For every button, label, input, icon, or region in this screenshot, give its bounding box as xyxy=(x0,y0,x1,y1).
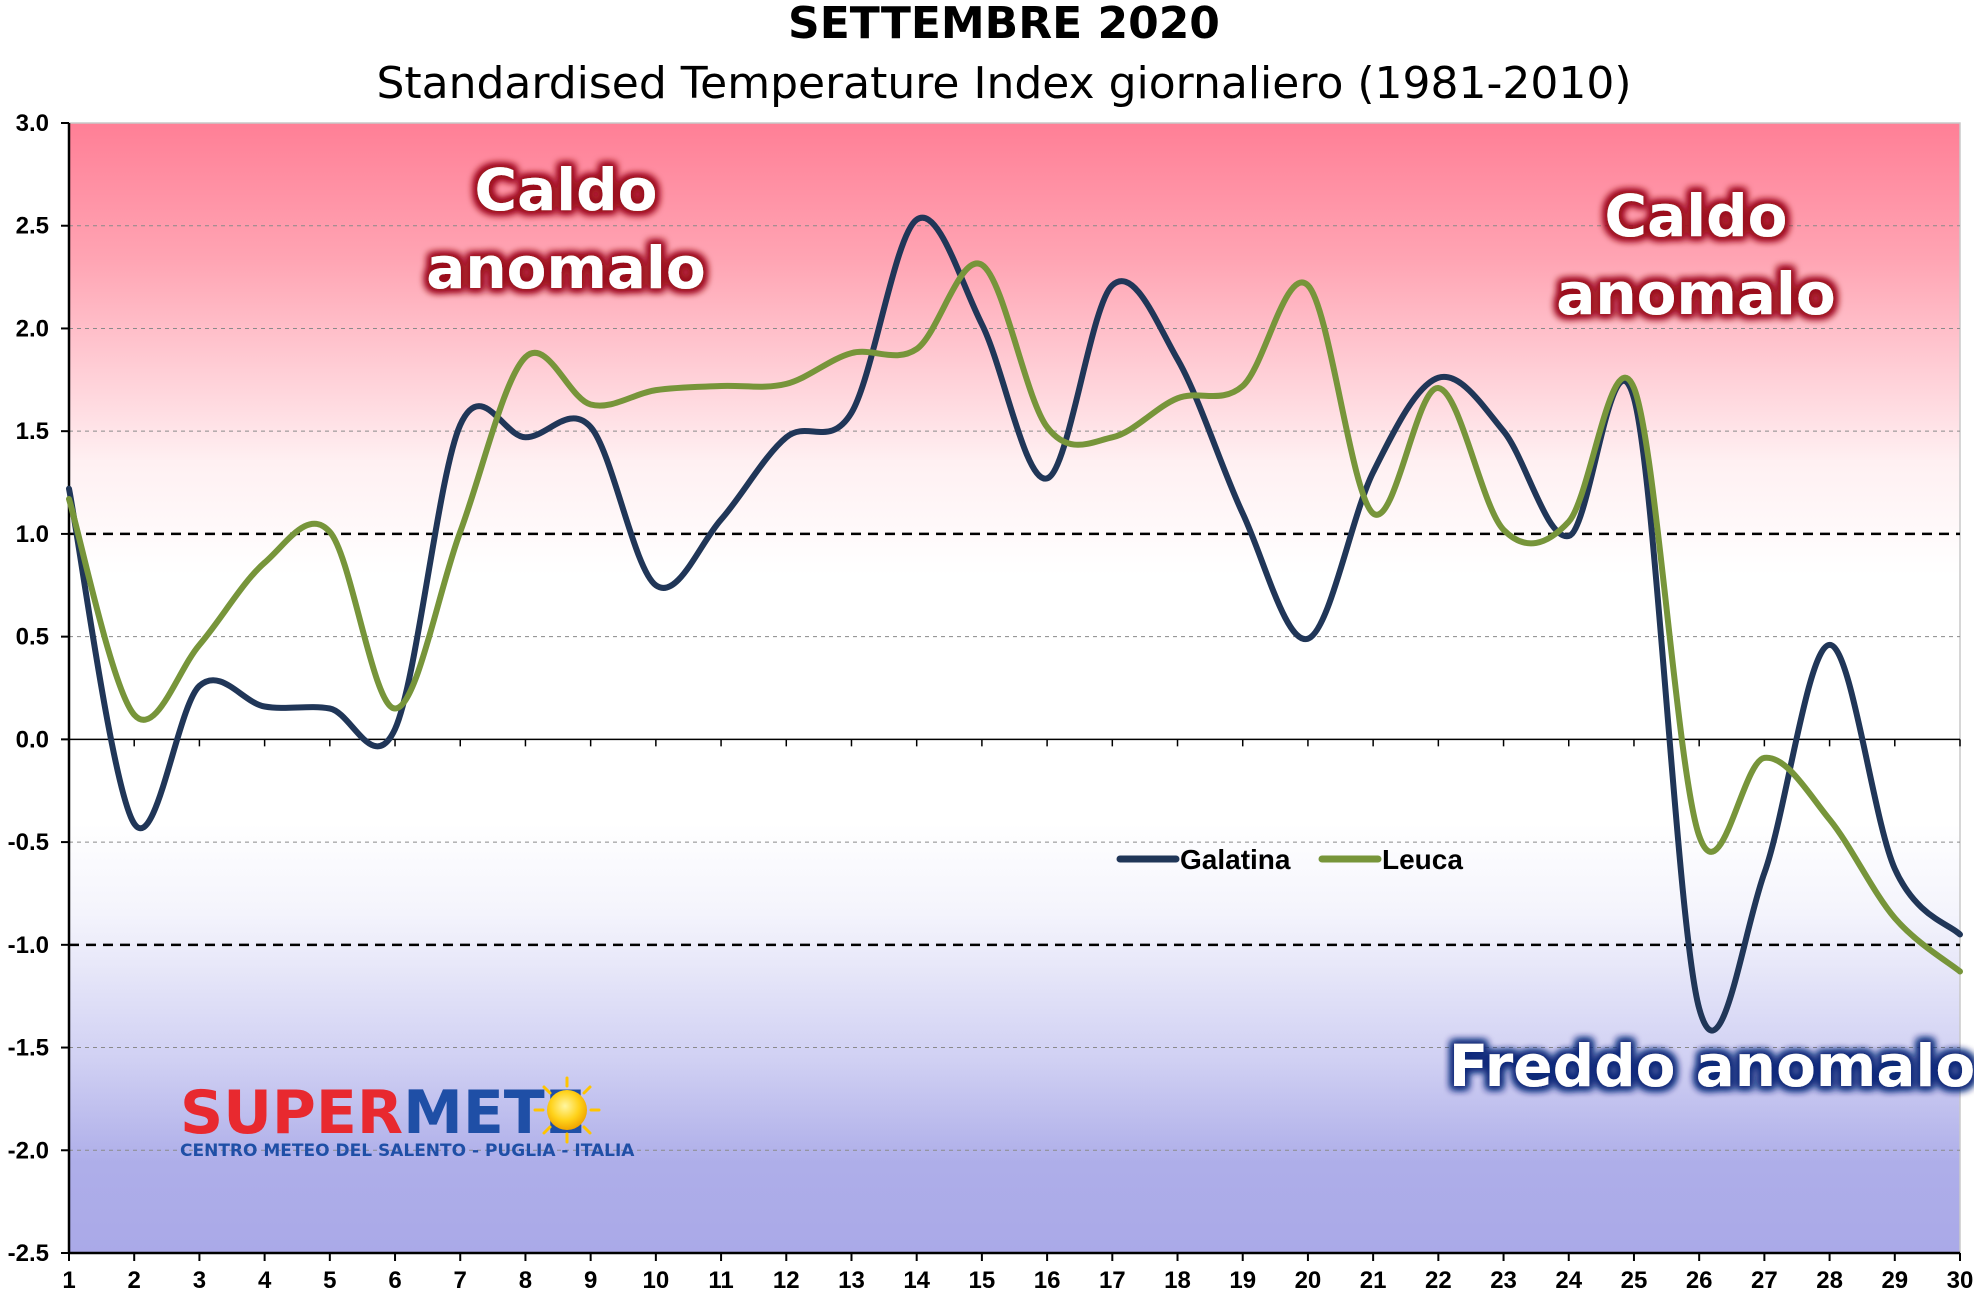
x-tick-label: 8 xyxy=(519,1267,532,1294)
chart-title: SETTEMBRE 2020 xyxy=(788,0,1220,49)
cold-anomaly-label: Freddo anomalo xyxy=(1449,1032,1974,1100)
x-tick-label: 9 xyxy=(584,1267,597,1294)
y-tick-label: 0.5 xyxy=(16,624,49,651)
y-tick-label: 1.0 xyxy=(16,521,49,548)
x-tick-label: 27 xyxy=(1751,1267,1778,1294)
y-tick-label: -1.0 xyxy=(8,932,49,959)
warm-label-left-line2: anomalo xyxy=(426,234,706,302)
x-tick-label: 11 xyxy=(708,1267,733,1294)
x-tick-label: 19 xyxy=(1229,1267,1256,1294)
logo-wordmark: SUPERMETE xyxy=(180,1078,586,1148)
legend-label-galatina: Galatina xyxy=(1180,844,1291,875)
x-tick-label: 3 xyxy=(193,1267,206,1294)
x-tick-label: 13 xyxy=(838,1267,865,1294)
x-tick-label: 25 xyxy=(1621,1267,1648,1294)
logo-part-super: SUPER xyxy=(180,1078,403,1148)
y-tick-label: 3.0 xyxy=(16,110,49,137)
x-tick-label: 1 xyxy=(62,1267,75,1294)
x-tick-label: 6 xyxy=(388,1267,401,1294)
warm-label-right-line2: anomalo xyxy=(1556,260,1836,328)
x-tick-label: 24 xyxy=(1555,1267,1582,1294)
y-tick-label: -1.5 xyxy=(8,1035,49,1062)
cold-label: Freddo anomalo xyxy=(1449,1032,1974,1100)
x-tick-label: 26 xyxy=(1686,1267,1713,1294)
x-tick-labels: 1 2 3 4 5 6 7 8 9 10 11 12 13 14 15 16 17 18 19 20 21 22 23 24 2… xyxy=(62,1267,1973,1294)
x-tick-label: 22 xyxy=(1425,1267,1452,1294)
series-lines xyxy=(66,214,1963,1034)
series-line-leuca xyxy=(66,260,1963,975)
y-tick-label: -2.0 xyxy=(8,1137,49,1164)
x-tick-label: 29 xyxy=(1881,1267,1908,1294)
legend: Galatina Leuca xyxy=(1116,844,1463,875)
y-tick-label: 2.0 xyxy=(16,315,49,342)
x-tick-label: 2 xyxy=(128,1267,141,1294)
x-tick-label: 10 xyxy=(643,1267,670,1294)
axes xyxy=(61,122,1961,1261)
y-tick-label: 1.5 xyxy=(16,418,49,445)
supermeteo-logo: SUPERMETE CENTRO METEO DEL SALENTO - PUG… xyxy=(180,1076,635,1161)
legend-label-leuca: Leuca xyxy=(1382,844,1463,875)
warm-anomaly-label-left: Caldo anomalo xyxy=(426,156,706,302)
y-tick-label: 0.0 xyxy=(16,726,49,753)
y-tick-label: -2.5 xyxy=(8,1240,49,1267)
chart-subtitle: Standardised Temperature Index giornalie… xyxy=(376,58,1631,109)
y-tick-label: 2.5 xyxy=(16,213,49,240)
x-tick-label: 17 xyxy=(1099,1267,1126,1294)
warm-label-left-line1: Caldo xyxy=(475,156,658,224)
x-tick-label: 15 xyxy=(969,1267,996,1294)
y-tick-labels: 3.0 2.5 2.0 1.5 1.0 0.5 0.0 -0.5 -1.0 -1.5 -2.0 -2.… xyxy=(8,110,49,1267)
x-tick-label: 30 xyxy=(1947,1267,1974,1294)
x-tick-label: 14 xyxy=(903,1267,930,1294)
grid-lines xyxy=(69,225,1960,1151)
warm-anomaly-label-right: Caldo anomalo xyxy=(1556,182,1836,328)
warm-label-right-line1: Caldo xyxy=(1605,182,1788,250)
plot-background xyxy=(68,122,1961,1254)
x-tick-label: 5 xyxy=(323,1267,336,1294)
x-tick-label: 16 xyxy=(1034,1267,1061,1294)
x-tick-label: 18 xyxy=(1164,1267,1191,1294)
x-tick-label: 21 xyxy=(1360,1267,1387,1294)
x-tick-label: 23 xyxy=(1490,1267,1517,1294)
series-line-galatina xyxy=(66,214,1963,1034)
x-tick-label: 7 xyxy=(454,1267,467,1294)
sun-icon xyxy=(533,1076,601,1144)
x-tick-label: 4 xyxy=(258,1267,272,1294)
logo-subtitle: CENTRO METEO DEL SALENTO - PUGLIA - ITAL… xyxy=(180,1141,635,1161)
y-tick-label: -0.5 xyxy=(8,829,49,856)
x-tick-label: 12 xyxy=(773,1267,800,1294)
x-tick-label: 28 xyxy=(1816,1267,1843,1294)
x-tick-label: 20 xyxy=(1295,1267,1322,1294)
